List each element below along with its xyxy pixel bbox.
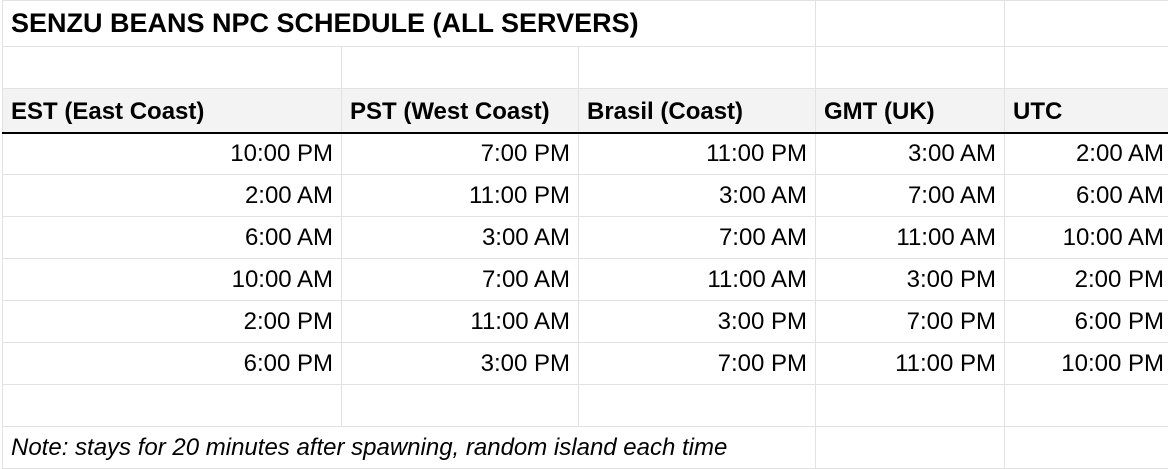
time-cell[interactable]: 10:00 PM: [3, 133, 342, 175]
blank-row: [3, 47, 1168, 89]
header-row: EST (East Coast) PST (West Coast) Brasil…: [3, 89, 1168, 133]
header-cell-est[interactable]: EST (East Coast): [3, 89, 342, 133]
time-cell[interactable]: 3:00 AM: [342, 217, 579, 259]
cell[interactable]: [342, 385, 579, 427]
cell[interactable]: [1005, 427, 1168, 469]
time-cell[interactable]: 7:00 AM: [816, 175, 1005, 217]
time-cell[interactable]: 3:00 AM: [579, 175, 816, 217]
time-cell[interactable]: 3:00 PM: [342, 343, 579, 385]
time-cell[interactable]: 6:00 PM: [3, 343, 342, 385]
header-cell-gmt[interactable]: GMT (UK): [816, 89, 1005, 133]
time-cell[interactable]: 6:00 AM: [1005, 175, 1168, 217]
cell[interactable]: [816, 47, 1005, 89]
title-cell[interactable]: SENZU BEANS NPC SCHEDULE (ALL SERVERS): [3, 1, 816, 47]
time-cell[interactable]: 2:00 AM: [3, 175, 342, 217]
time-cell[interactable]: 3:00 PM: [579, 301, 816, 343]
time-cell[interactable]: 7:00 AM: [579, 217, 816, 259]
header-cell-pst[interactable]: PST (West Coast): [342, 89, 579, 133]
cell[interactable]: [816, 427, 1005, 469]
time-cell[interactable]: 10:00 AM: [1005, 217, 1168, 259]
cell[interactable]: [1005, 385, 1168, 427]
time-cell[interactable]: 10:00 PM: [1005, 343, 1168, 385]
note-cell[interactable]: Note: stays for 20 minutes after spawnin…: [3, 427, 816, 469]
time-cell[interactable]: 7:00 AM: [342, 259, 579, 301]
cell[interactable]: [816, 1, 1005, 47]
header-cell-brasil[interactable]: Brasil (Coast): [579, 89, 816, 133]
time-cell[interactable]: 6:00 PM: [1005, 301, 1168, 343]
time-cell[interactable]: 3:00 PM: [816, 259, 1005, 301]
time-cell[interactable]: 10:00 AM: [3, 259, 342, 301]
time-cell[interactable]: 2:00 PM: [3, 301, 342, 343]
cell[interactable]: [3, 385, 342, 427]
time-cell[interactable]: 6:00 AM: [3, 217, 342, 259]
time-cell[interactable]: 11:00 AM: [816, 217, 1005, 259]
note-row: Note: stays for 20 minutes after spawnin…: [3, 427, 1168, 469]
time-cell[interactable]: 2:00 AM: [1005, 133, 1168, 175]
time-cell[interactable]: 7:00 PM: [342, 133, 579, 175]
cell[interactable]: [342, 47, 579, 89]
cell[interactable]: [3, 47, 342, 89]
time-cell[interactable]: 3:00 AM: [816, 133, 1005, 175]
time-cell[interactable]: 7:00 PM: [816, 301, 1005, 343]
time-cell[interactable]: 11:00 AM: [579, 259, 816, 301]
cell[interactable]: [579, 385, 816, 427]
time-cell[interactable]: 2:00 PM: [1005, 259, 1168, 301]
cell[interactable]: [816, 385, 1005, 427]
cell[interactable]: [1005, 47, 1168, 89]
time-cell[interactable]: 11:00 AM: [342, 301, 579, 343]
blank-row: [3, 385, 1168, 427]
time-cell[interactable]: 7:00 PM: [579, 343, 816, 385]
cell[interactable]: [1005, 1, 1168, 47]
time-cell[interactable]: 11:00 PM: [816, 343, 1005, 385]
cell[interactable]: [579, 47, 816, 89]
title-row: SENZU BEANS NPC SCHEDULE (ALL SERVERS): [3, 1, 1168, 47]
time-cell[interactable]: 11:00 PM: [342, 175, 579, 217]
time-cell[interactable]: 11:00 PM: [579, 133, 816, 175]
header-cell-utc[interactable]: UTC: [1005, 89, 1168, 133]
